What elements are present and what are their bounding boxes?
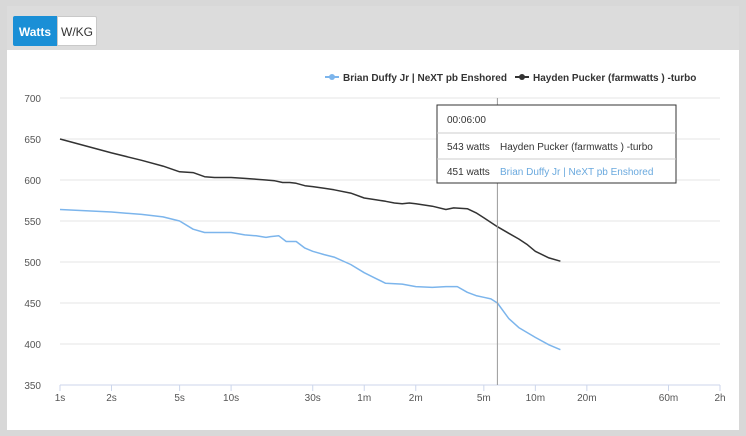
y-tick-label: 450 <box>24 299 41 310</box>
legend-item-brian-duffy[interactable]: Brian Duffy Jr | NeXT pb Enshored <box>343 73 507 84</box>
chart-panel: 700 650 600 550 500 450 400 350 1s 2s 5s 10s 30s 1m 2m… <box>7 50 739 430</box>
x-tick-label: 1m <box>357 393 371 404</box>
x-tick-label: 2m <box>409 393 423 404</box>
x-tick-label: 2s <box>106 393 117 404</box>
legend-symbol-marker <box>519 74 525 80</box>
tooltip-value: 451 watts <box>447 167 490 178</box>
y-tick-label: 650 <box>24 135 41 146</box>
y-tick-label: 700 <box>24 94 41 105</box>
y-tick-label: 600 <box>24 176 41 187</box>
y-tick-label: 400 <box>24 340 41 351</box>
x-tick-label: 5m <box>477 393 491 404</box>
x-tick-label: 60m <box>659 393 678 404</box>
y-tick-label: 500 <box>24 258 41 269</box>
x-tick-label: 20m <box>577 393 596 404</box>
x-tick-label: 10s <box>223 393 239 404</box>
wkg-button[interactable]: W/KG <box>57 16 97 46</box>
y-tick-label: 350 <box>24 381 41 392</box>
x-tick-label: 30s <box>305 393 321 404</box>
series-line-brian-duffy[interactable] <box>59 208 561 351</box>
tooltip-header: 00:06:00 <box>447 115 486 126</box>
tooltip-series-name: Brian Duffy Jr | NeXT pb Enshored <box>500 167 653 178</box>
tooltip-box <box>436 104 677 184</box>
tooltip-value: 543 watts <box>447 142 490 153</box>
power-curve-chart[interactable]: 700 650 600 550 500 450 400 350 1s 2s 5s 10s 30s 1m 2m… <box>7 50 739 430</box>
series-line-hayden-pucker[interactable] <box>59 138 561 262</box>
x-tick-label: 10m <box>526 393 545 404</box>
tooltip-series-name: Hayden Pucker (farmwatts ) -turbo <box>500 142 653 153</box>
y-tick-label: 550 <box>24 217 41 228</box>
legend-symbol-marker <box>329 74 335 80</box>
x-tick-label: 5s <box>174 393 185 404</box>
x-tick-label: 2h <box>714 393 725 404</box>
toolbar: Watts W/KG <box>7 6 739 50</box>
watts-button[interactable]: Watts <box>13 16 57 46</box>
legend-item-hayden-pucker[interactable]: Hayden Pucker (farmwatts ) -turbo <box>533 73 696 84</box>
x-tick-label: 1s <box>55 393 66 404</box>
